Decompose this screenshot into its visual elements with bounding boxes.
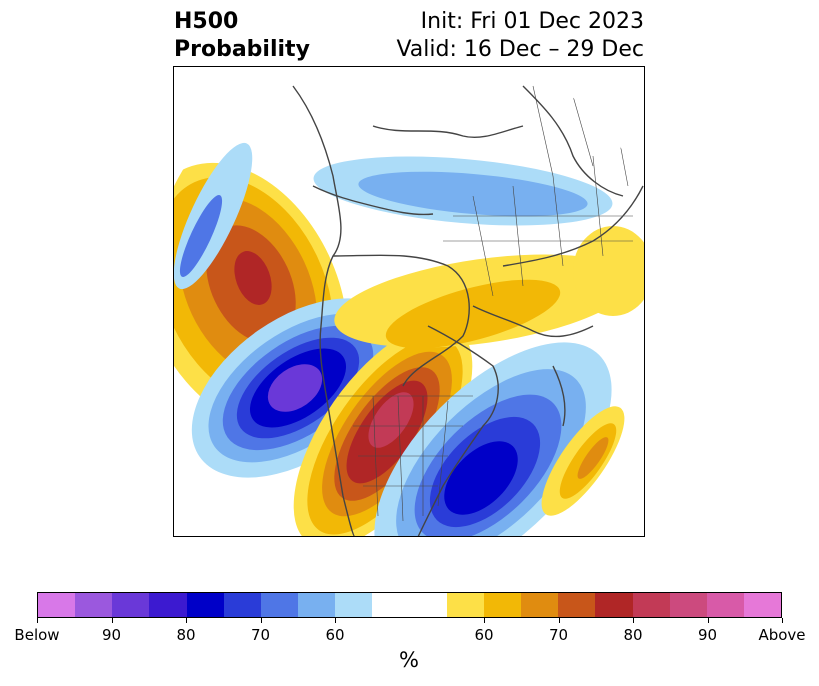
colorbar-swatch <box>446 593 484 617</box>
colorbar-tick-label: 90 <box>697 626 718 644</box>
colorbar-tickmark <box>335 618 336 623</box>
colorbar-swatch <box>75 593 113 617</box>
colorbar-tick-label: Above <box>758 626 806 644</box>
map-dates: Init: Fri 01 Dec 2023 Valid: 16 Dec – 29… <box>396 8 644 64</box>
colorbar-swatch <box>483 593 522 617</box>
colorbar-tickmark <box>782 618 783 623</box>
colorbar-swatch <box>669 593 707 617</box>
colorbar-tick-label: 90 <box>101 626 122 644</box>
colorbar-unit: % <box>399 648 419 672</box>
colorbar-tickmark <box>707 618 709 623</box>
colorbar-tick-label: 80 <box>623 626 643 644</box>
colorbar-swatch <box>632 593 670 617</box>
east-us-below-anomaly <box>374 342 612 537</box>
colorbar-tick-label: Below <box>14 626 60 644</box>
colorbar-swatch <box>223 593 261 617</box>
colorbar-tickmark <box>558 618 560 623</box>
colorbar-tick-label: 60 <box>474 626 494 644</box>
atlantic-above-anomaly <box>334 226 645 349</box>
colorbar-tick-label: 60 <box>325 626 345 644</box>
colorbar-tickmark <box>484 618 485 623</box>
colorbar-tickmark <box>260 618 262 623</box>
colorbar-swatch <box>743 593 782 617</box>
title-product: Probability <box>174 37 310 62</box>
colorbar-swatch <box>335 593 373 617</box>
probability-map <box>173 66 645 537</box>
central-us-above-anomaly <box>293 324 473 537</box>
colorbar-swatch <box>409 593 447 617</box>
colorbar-swatch <box>186 593 224 617</box>
colorbar-swatch <box>298 593 336 617</box>
colorbar-tickmark <box>633 618 634 623</box>
colorbar-tickmark <box>186 618 187 623</box>
arctic-below-anomaly <box>313 156 613 226</box>
valid-range: Valid: 16 Dec – 29 Dec <box>396 37 644 62</box>
colorbar-tick-label: 80 <box>176 626 196 644</box>
colorbar-tickmark <box>37 618 38 623</box>
title-variable: H500 <box>174 9 239 34</box>
colorbar-swatch <box>558 593 596 617</box>
pacific-below-sliver <box>173 142 253 290</box>
colorbar-tick-label: 70 <box>548 626 569 644</box>
colorbar-swatch <box>112 593 150 617</box>
colorbar-swatch <box>521 593 559 617</box>
colorbar-tick-label: 70 <box>250 626 271 644</box>
colorbar-swatch <box>38 593 76 617</box>
colorbar-swatch <box>372 593 410 617</box>
colorbar-swatch <box>595 593 633 617</box>
colorbar <box>37 592 782 618</box>
colorbar-tickmark <box>111 618 113 623</box>
map-title: H500 Probability <box>174 8 310 64</box>
colorbar-swatch <box>149 593 187 617</box>
se-atlantic-above-anomaly <box>541 406 625 516</box>
colorbar-swatch <box>706 593 744 617</box>
colorbar-swatch <box>260 593 299 617</box>
init-date: Init: Fri 01 Dec 2023 <box>420 9 644 34</box>
coastlines <box>292 85 644 537</box>
